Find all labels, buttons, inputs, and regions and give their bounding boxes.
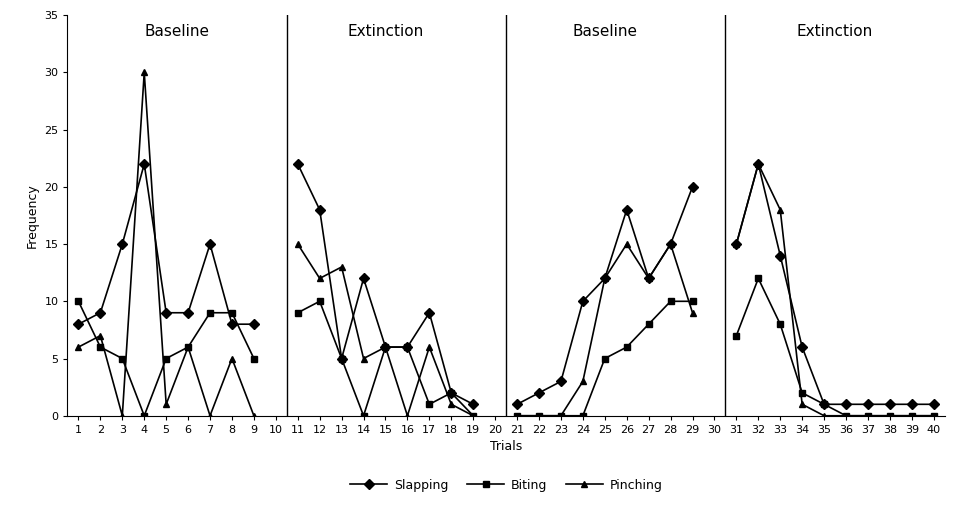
Text: Baseline: Baseline xyxy=(573,24,637,40)
Biting xyxy=(117,355,128,361)
Slapping xyxy=(204,241,216,247)
Biting xyxy=(94,344,106,350)
Text: Extinction: Extinction xyxy=(347,24,423,40)
Line: Biting: Biting xyxy=(75,298,257,419)
Slapping xyxy=(139,161,150,167)
Slapping xyxy=(117,241,128,247)
Pinching xyxy=(72,344,84,350)
Text: Baseline: Baseline xyxy=(145,24,209,40)
Slapping xyxy=(72,321,84,327)
X-axis label: Trials: Trials xyxy=(490,440,522,453)
Pinching xyxy=(117,413,128,419)
Line: Pinching: Pinching xyxy=(75,69,257,419)
Y-axis label: Frequency: Frequency xyxy=(26,183,39,248)
Slapping xyxy=(94,310,106,316)
Biting xyxy=(182,344,194,350)
Pinching xyxy=(139,69,150,76)
Pinching xyxy=(248,413,259,419)
Legend: Slapping, Biting, Pinching: Slapping, Biting, Pinching xyxy=(345,474,667,497)
Biting xyxy=(139,413,150,419)
Biting xyxy=(160,355,172,361)
Biting xyxy=(248,355,259,361)
Pinching xyxy=(204,413,216,419)
Biting xyxy=(72,298,84,304)
Pinching xyxy=(94,333,106,339)
Slapping xyxy=(160,310,172,316)
Biting xyxy=(227,310,238,316)
Pinching xyxy=(182,344,194,350)
Pinching xyxy=(227,355,238,361)
Slapping xyxy=(227,321,238,327)
Text: Extinction: Extinction xyxy=(797,24,873,40)
Slapping xyxy=(248,321,259,327)
Pinching xyxy=(160,401,172,407)
Line: Slapping: Slapping xyxy=(75,161,257,328)
Biting xyxy=(204,310,216,316)
Slapping xyxy=(182,310,194,316)
